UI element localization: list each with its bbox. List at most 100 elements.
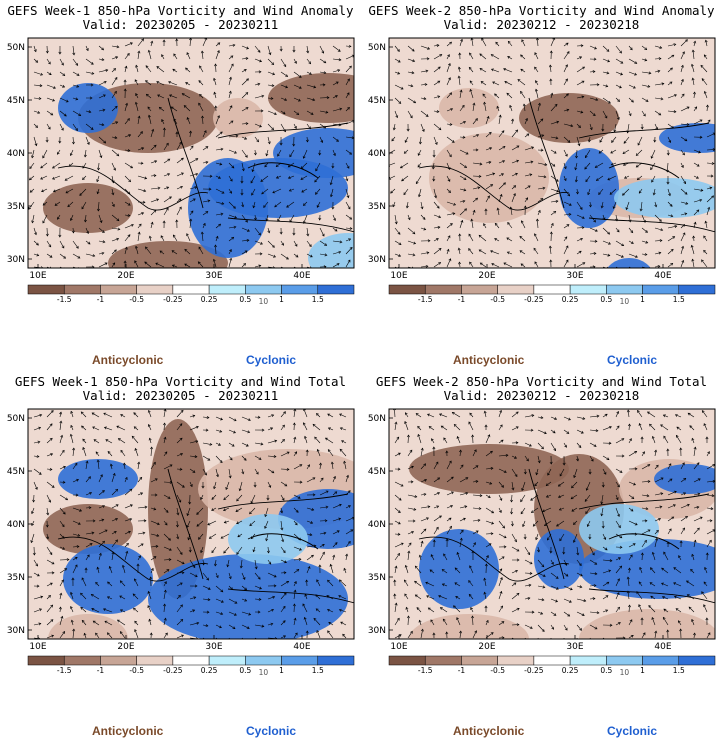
latitude-label: 50N bbox=[368, 414, 386, 424]
panel-title: GEFS Week-1 850-hPa Vorticity and Wind A… bbox=[7, 3, 354, 18]
legend-anticyclonic: Anticyclonic bbox=[92, 353, 164, 367]
colorbar: -1.5 -1 -0.5 -0.25 0.25 0.5 1 1.5 10 bbox=[27, 284, 355, 306]
latitude-label: 30N bbox=[7, 626, 25, 636]
panel-title: GEFS Week-1 850-hPa Vorticity and Wind T… bbox=[14, 374, 347, 389]
latitude-label: 35N bbox=[7, 573, 25, 583]
colorbar-swatch bbox=[27, 655, 65, 666]
panel-week2-total: GEFS Week-2 850-hPa Vorticity and Wind T… bbox=[361, 371, 722, 742]
colorbar-tick-label: -1.5 bbox=[418, 295, 433, 304]
colorbar-swatch bbox=[461, 284, 498, 295]
longitude-label: 30E bbox=[566, 642, 583, 652]
latitude-label: 35N bbox=[368, 202, 386, 212]
longitude-label: 10E bbox=[29, 642, 46, 652]
colorbar-swatch bbox=[388, 284, 426, 295]
latitude-label: 45N bbox=[368, 96, 386, 106]
colorbar-multiplier: 10 bbox=[620, 297, 630, 306]
colorbar-swatch bbox=[678, 284, 716, 295]
latitude-label: 30N bbox=[7, 255, 25, 265]
colorbar-tick-label: -1.5 bbox=[418, 666, 433, 675]
colorbar-tick-label: 0.5 bbox=[600, 666, 612, 675]
longitude-label: 20E bbox=[117, 271, 134, 281]
colorbar-swatch bbox=[678, 655, 716, 666]
colorbar-tick-label: -1 bbox=[97, 295, 105, 304]
colorbar-swatch bbox=[424, 284, 462, 295]
colorbar-swatch bbox=[281, 655, 319, 666]
latitude-label: 45N bbox=[7, 96, 25, 106]
colorbar-tick-label: 1.5 bbox=[673, 295, 685, 304]
map-shading bbox=[28, 38, 354, 268]
colorbar-swatch bbox=[388, 655, 426, 666]
longitude-label: 30E bbox=[205, 642, 222, 652]
colorbar-tick-label: 0.25 bbox=[201, 666, 218, 675]
legend-anticyclonic: Anticyclonic bbox=[453, 724, 525, 738]
colorbar-tick-label: -0.25 bbox=[524, 295, 544, 304]
colorbar-swatch bbox=[172, 655, 210, 666]
colorbar-swatch bbox=[317, 284, 355, 295]
longitude-label: 30E bbox=[205, 271, 222, 281]
panel-valid-dates: Valid: 20230212 - 20230218 bbox=[443, 388, 640, 403]
map-week2-total: 50N 45N 40N 35N 30N 10E 20E 30E 40E -1.5 -1 -0.5 -0.… bbox=[368, 408, 716, 677]
colorbar-swatch bbox=[606, 284, 643, 295]
colorbar-swatch bbox=[245, 284, 282, 295]
longitude-label: 40E bbox=[293, 642, 310, 652]
panel-week2-anomaly: GEFS Week-2 850-hPa Vorticity and Wind A… bbox=[361, 0, 722, 371]
map-shading bbox=[28, 409, 354, 639]
latitude-label: 40N bbox=[7, 520, 25, 530]
map-week1-total: 50N 45N 40N 35N 30N 10E 20E 30E 40E -1.5 -1 -0.5 -0.… bbox=[7, 408, 355, 677]
colorbar-tick-label: 1.5 bbox=[312, 295, 324, 304]
colorbar-swatch bbox=[136, 655, 174, 666]
colorbar-multiplier: 10 bbox=[259, 297, 269, 306]
longitude-label: 20E bbox=[478, 271, 495, 281]
colorbar-swatch bbox=[533, 284, 571, 295]
panel-valid-dates: Valid: 20230212 - 20230218 bbox=[443, 17, 640, 32]
map-shading bbox=[389, 38, 715, 268]
colorbar-tick-label: 1 bbox=[640, 666, 645, 675]
longitude-label: 40E bbox=[293, 271, 310, 281]
colorbar-swatch bbox=[63, 655, 101, 666]
panel-valid-dates: Valid: 20230205 - 20230211 bbox=[82, 17, 279, 32]
colorbar-swatch bbox=[27, 284, 65, 295]
panel-week1-total: GEFS Week-1 850-hPa Vorticity and Wind T… bbox=[0, 371, 361, 742]
map-week2-anomaly: 50N 45N 40N 35N 30N 10E 20E 30E 40E -1.5 -1 -0.5 -0.… bbox=[368, 37, 716, 306]
colorbar-tick-label: -1.5 bbox=[57, 666, 72, 675]
colorbar-tick-label: 1.5 bbox=[312, 666, 324, 675]
map-shading bbox=[389, 409, 715, 639]
colorbar-swatch bbox=[642, 655, 680, 666]
longitude-label: 10E bbox=[390, 642, 407, 652]
colorbar-multiplier: 10 bbox=[259, 668, 269, 677]
legend-anticyclonic: Anticyclonic bbox=[453, 353, 525, 367]
colorbar-tick-label: -1 bbox=[458, 295, 466, 304]
colorbar: -1.5 -1 -0.5 -0.25 0.25 0.5 1 1.5 10 bbox=[388, 655, 716, 677]
colorbar-tick-label: -0.5 bbox=[129, 666, 144, 675]
colorbar-swatch bbox=[497, 655, 535, 666]
colorbar-swatch bbox=[172, 284, 210, 295]
colorbar-swatch bbox=[100, 284, 137, 295]
colorbar-tick-label: 0.25 bbox=[201, 295, 218, 304]
colorbar-tick-label: -1 bbox=[97, 666, 105, 675]
colorbar-tick-label: -1.5 bbox=[57, 295, 72, 304]
legend-cyclonic: Cyclonic bbox=[607, 724, 658, 738]
colorbar-tick-label: 0.5 bbox=[600, 295, 612, 304]
colorbar-tick-label: -1 bbox=[458, 666, 466, 675]
longitude-label: 10E bbox=[29, 271, 46, 281]
latitude-label: 50N bbox=[368, 43, 386, 53]
latitude-label: 35N bbox=[368, 573, 386, 583]
colorbar: -1.5 -1 -0.5 -0.25 0.25 0.5 1 1.5 10 bbox=[27, 655, 355, 677]
latitude-label: 50N bbox=[7, 43, 25, 53]
panel-week1-anomaly: GEFS Week-1 850-hPa Vorticity and Wind A… bbox=[0, 0, 361, 371]
legend-cyclonic: Cyclonic bbox=[607, 353, 658, 367]
colorbar-tick-label: 1 bbox=[640, 295, 645, 304]
colorbar-swatch bbox=[606, 655, 643, 666]
latitude-label: 35N bbox=[7, 202, 25, 212]
latitude-label: 50N bbox=[7, 414, 25, 424]
latitude-label: 45N bbox=[368, 467, 386, 477]
colorbar-tick-label: 0.25 bbox=[562, 295, 579, 304]
colorbar-tick-label: -0.5 bbox=[490, 666, 505, 675]
colorbar-multiplier: 10 bbox=[620, 668, 630, 677]
colorbar-tick-label: -0.25 bbox=[163, 295, 183, 304]
colorbar-swatch bbox=[208, 284, 246, 295]
colorbar-tick-label: 1 bbox=[279, 295, 284, 304]
longitude-label: 30E bbox=[566, 271, 583, 281]
colorbar-swatch bbox=[136, 284, 174, 295]
longitude-label: 20E bbox=[478, 642, 495, 652]
